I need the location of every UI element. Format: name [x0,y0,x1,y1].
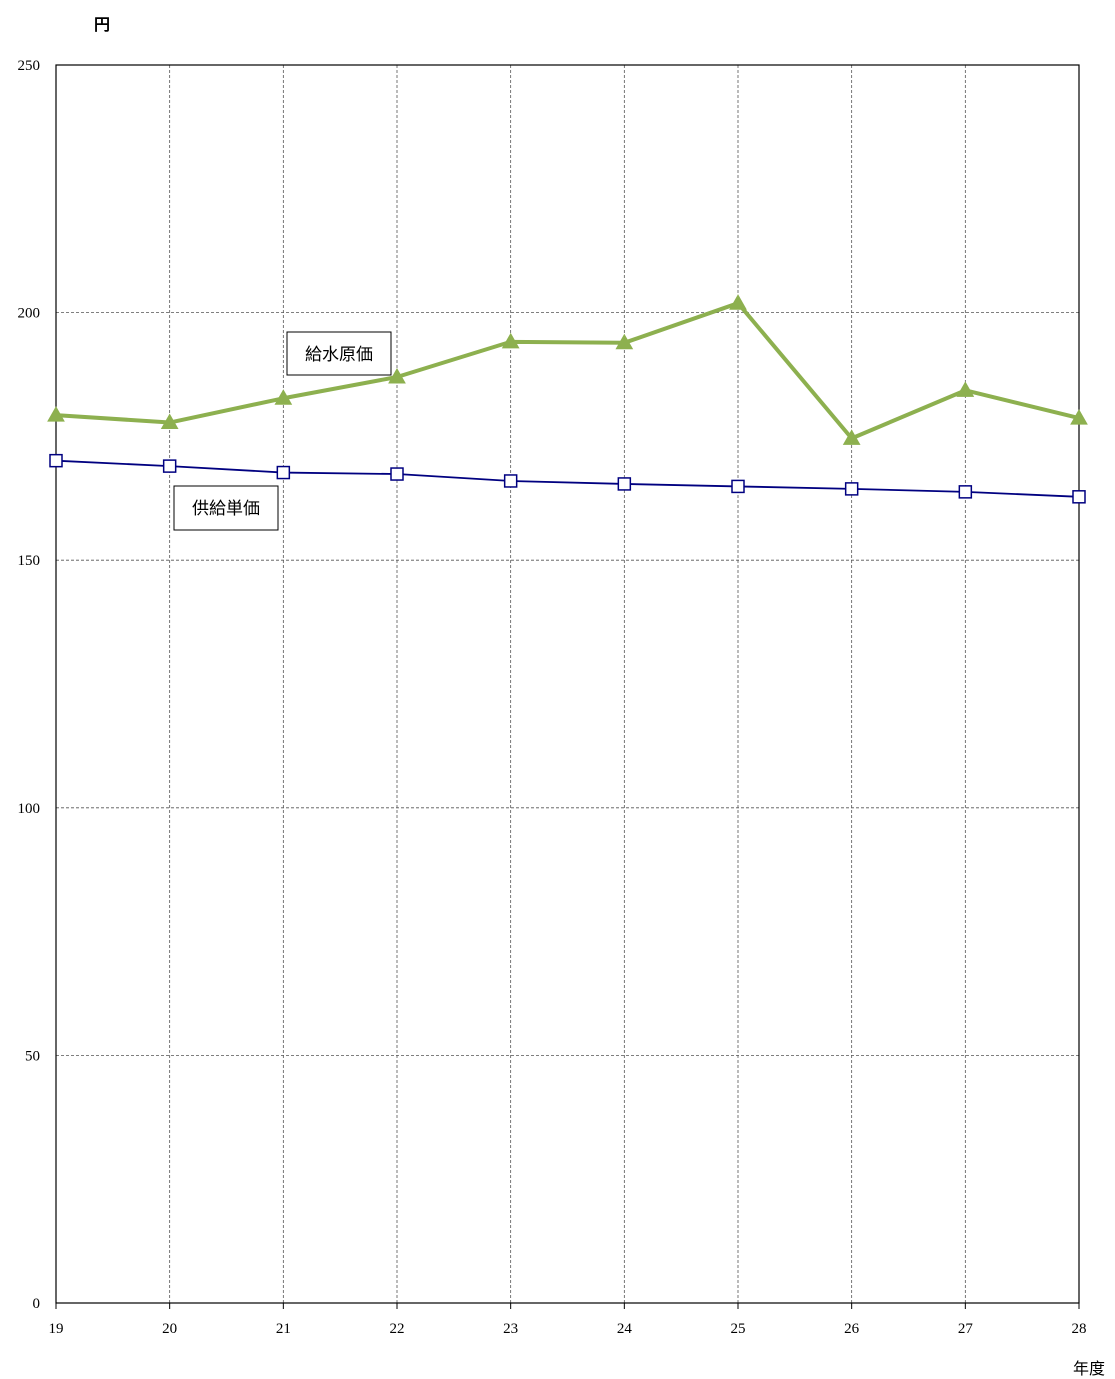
x-axis-ticks: 19 20 21 22 23 24 25 26 27 28 [49,1303,1087,1337]
x-tick-label: 24 [617,1321,633,1337]
x-tick-label: 25 [731,1321,746,1337]
data-point-square [390,467,404,481]
data-point-square [1072,490,1086,504]
data-point-triangle [388,367,406,384]
data-point-square [731,479,745,494]
data-point-square [276,465,291,480]
series-label-box-price: 供給単価 [173,485,279,531]
x-tick-label: 21 [276,1321,291,1337]
series-label-box-cost: 給水原価 [286,331,392,376]
y-tick-label: 0 [33,1296,41,1312]
x-tick-label: 19 [49,1321,64,1337]
data-point-triangle [1070,409,1088,425]
data-point-square [958,485,973,499]
data-point-triangle [729,294,747,310]
data-point-triangle [842,429,861,445]
x-tick-label: 28 [1072,1321,1087,1337]
data-point-square [162,459,177,473]
y-tick-label: 50 [25,1048,40,1064]
data-point-square [49,453,63,468]
data-point-square [503,474,518,488]
series-1 [49,453,1086,504]
series-0 [47,294,1088,445]
data-point-triangle [47,406,65,422]
x-tick-label: 26 [844,1321,860,1337]
data-point-triangle [274,389,293,405]
y-axis-unit: 円 [94,15,110,34]
data-point-triangle [501,332,520,349]
x-tick-label: 22 [390,1321,405,1337]
y-tick-label: 100 [18,801,41,817]
data-point-triangle [615,333,634,350]
data-point-square [617,477,632,491]
x-axis-unit: 年度 [1073,1359,1105,1378]
x-tick-label: 27 [958,1321,974,1337]
x-tick-label: 20 [162,1321,177,1337]
data-point-triangle [160,413,179,430]
series-layer [47,294,1088,504]
series-label-price: 供給単価 [192,499,260,519]
grid-lines [56,65,1079,1303]
y-tick-label: 250 [18,58,41,74]
series-label-cost: 給水原価 [305,345,373,365]
data-point-triangle [956,381,975,397]
y-axis-ticks: 0 50 100 150 200 250 [18,58,41,1312]
plot-area [55,64,1080,1304]
y-tick-label: 150 [18,553,41,569]
series-line [55,459,1080,498]
y-tick-label: 200 [18,306,41,322]
series-line [55,301,1080,441]
x-tick-label: 23 [503,1321,518,1337]
data-point-square [844,482,859,496]
